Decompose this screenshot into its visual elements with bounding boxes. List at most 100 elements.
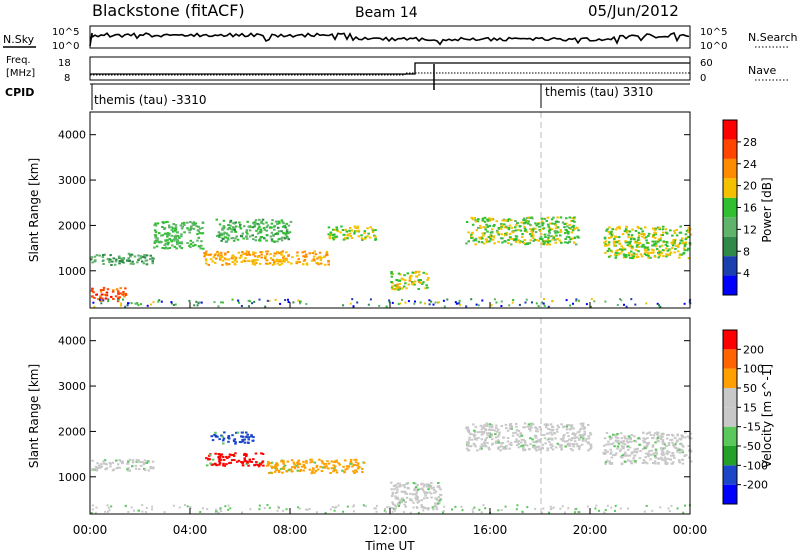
range-cell: [484, 438, 487, 441]
range-cell: [166, 235, 169, 238]
range-cell: [509, 426, 513, 429]
range-cell: [524, 444, 527, 446]
range-cell: [643, 237, 646, 240]
range-cell: [578, 430, 581, 433]
range-cell: [104, 462, 107, 465]
range-cell: [97, 464, 101, 467]
range-cell: [274, 465, 278, 468]
range-cell: [541, 240, 545, 243]
range-cell: [604, 449, 607, 452]
range-cell: [616, 249, 620, 251]
range-cell: [632, 457, 635, 460]
range-cell: [231, 298, 234, 301]
range-cell: [158, 241, 161, 244]
range-cell: [483, 441, 486, 444]
range-cell: [514, 240, 518, 243]
range-cell: [217, 254, 220, 257]
range-cell: [238, 256, 242, 259]
range-cell: [673, 229, 676, 232]
range-cell: [155, 239, 158, 242]
range-cell: [541, 222, 545, 225]
range-cell: [166, 247, 169, 250]
range-cell: [649, 453, 653, 456]
range-cell: [534, 427, 538, 430]
range-cell: [278, 222, 281, 225]
range-cell: [589, 445, 593, 448]
range-cell: [461, 509, 464, 512]
y-tick-label: 4000: [58, 335, 86, 348]
range-cell: [198, 301, 201, 304]
range-cell: [616, 447, 619, 450]
range-cell: [589, 443, 592, 446]
range-cell: [673, 456, 676, 459]
range-cell: [120, 304, 122, 307]
colorbar-tick-label: 20: [743, 180, 757, 193]
range-cell: [324, 511, 327, 514]
range-cell: [684, 431, 687, 434]
range-cell: [145, 507, 148, 509]
range-cell: [554, 446, 558, 449]
range-cell: [248, 300, 251, 303]
range-cell: [606, 459, 609, 462]
range-cell: [654, 441, 657, 444]
range-cell: [265, 226, 269, 229]
range-cell: [218, 232, 222, 235]
range-cell: [616, 304, 619, 306]
range-cell: [170, 302, 173, 305]
range-cell: [473, 433, 477, 436]
range-cell: [399, 302, 402, 305]
range-cell: [356, 301, 359, 304]
range-cell: [551, 222, 554, 225]
range-cell: [334, 235, 337, 238]
range-cell: [258, 508, 261, 511]
range-cell: [583, 426, 586, 429]
range-cell: [523, 225, 526, 228]
range-cell: [482, 504, 485, 507]
power-ylabel: Slant Range [km]: [27, 158, 41, 262]
range-cell: [332, 469, 336, 472]
range-cell: [221, 227, 224, 230]
range-cell: [579, 422, 583, 425]
range-cell: [634, 461, 637, 464]
range-cell: [253, 225, 257, 228]
range-cell: [660, 456, 663, 459]
range-cell: [521, 235, 524, 238]
range-cell: [258, 298, 261, 301]
range-cell: [222, 437, 226, 440]
range-cell: [286, 460, 289, 463]
range-cell: [646, 432, 650, 435]
range-cell: [204, 258, 208, 261]
range-cell: [251, 302, 254, 305]
range-cell: [649, 458, 652, 461]
range-cell: [263, 237, 266, 240]
range-cell: [118, 466, 121, 469]
range-cell: [222, 442, 225, 445]
range-cell: [111, 290, 115, 293]
range-cell: [630, 238, 633, 240]
range-cell: [548, 227, 552, 230]
range-cell: [410, 499, 413, 502]
range-cell: [635, 256, 639, 259]
range-cell: [152, 257, 155, 260]
range-cell: [626, 507, 629, 510]
range-cell: [216, 435, 219, 438]
range-cell: [514, 226, 517, 229]
range-cell: [353, 464, 357, 466]
range-cell: [299, 469, 302, 471]
range-cell: [530, 235, 533, 238]
range-cell: [495, 430, 499, 433]
range-cell: [154, 224, 158, 227]
range-cell: [399, 273, 402, 276]
range-cell: [510, 444, 513, 446]
range-cell: [571, 229, 575, 232]
range-cell: [645, 236, 648, 239]
range-cell: [526, 506, 529, 509]
range-cell: [656, 436, 660, 439]
range-cell: [267, 471, 271, 474]
range-cell: [226, 233, 229, 236]
range-cell: [366, 235, 369, 238]
range-cell: [228, 462, 231, 465]
range-cell: [487, 236, 490, 239]
range-cell: [497, 240, 500, 243]
range-cell: [220, 256, 224, 258]
